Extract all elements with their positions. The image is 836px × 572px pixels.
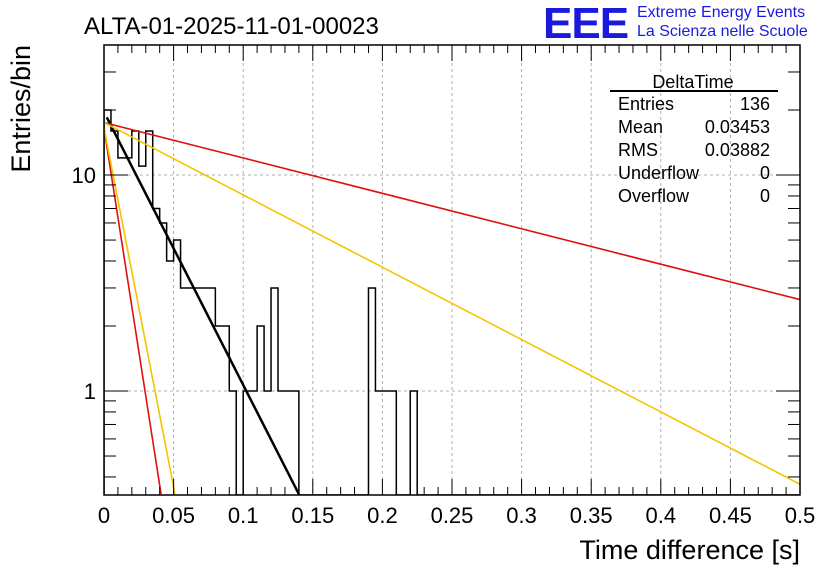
stats-label: Entries [618, 94, 674, 114]
chart-title: ALTA-01-2025-11-01-00023 [84, 13, 379, 40]
logo-mark: EEE [543, 0, 629, 48]
stats-value: 0 [760, 186, 770, 206]
stats-label: RMS [618, 140, 658, 160]
x-tick-label: 0.1 [228, 503, 259, 528]
x-tick-label: 0.15 [291, 503, 334, 528]
stats-value: 136 [740, 94, 770, 114]
x-axis-label: Time difference [s] [579, 535, 800, 565]
fit-line-upper-mid [104, 121, 800, 485]
x-tick-label: 0.2 [367, 503, 398, 528]
fit-line-lower-fast [104, 127, 162, 495]
stats-value: 0 [760, 163, 770, 183]
logo-line-1: Extreme Energy Events [637, 4, 806, 21]
stats-value: 0.03882 [705, 140, 770, 160]
stats-label: Mean [618, 117, 663, 137]
y-tick-label: 10 [72, 163, 96, 188]
x-tick-label: 0 [98, 503, 110, 528]
y-tick-label: 1 [84, 379, 96, 404]
x-tick-label: 0.5 [785, 503, 816, 528]
fit-line-lower-mid [104, 127, 176, 495]
stats-label: Overflow [618, 186, 690, 206]
stats-title: DeltaTime [652, 72, 733, 92]
stats-label: Underflow [618, 163, 700, 183]
x-tick-label: 0.05 [152, 503, 195, 528]
x-tick-label: 0.3 [506, 503, 537, 528]
x-tick-label: 0.45 [709, 503, 752, 528]
logo-line-2: La Scienza nelle Scuole [637, 23, 808, 40]
x-tick-label: 0.25 [431, 503, 474, 528]
y-axis-label: Entries/bin [6, 45, 36, 173]
stats-value: 0.03453 [705, 117, 770, 137]
fit-line-upper-slow [104, 121, 800, 301]
x-tick-label: 0.4 [646, 503, 677, 528]
fit-line-best-fit [105, 116, 300, 495]
histogram-outline [104, 109, 800, 495]
x-tick-label: 0.35 [570, 503, 613, 528]
